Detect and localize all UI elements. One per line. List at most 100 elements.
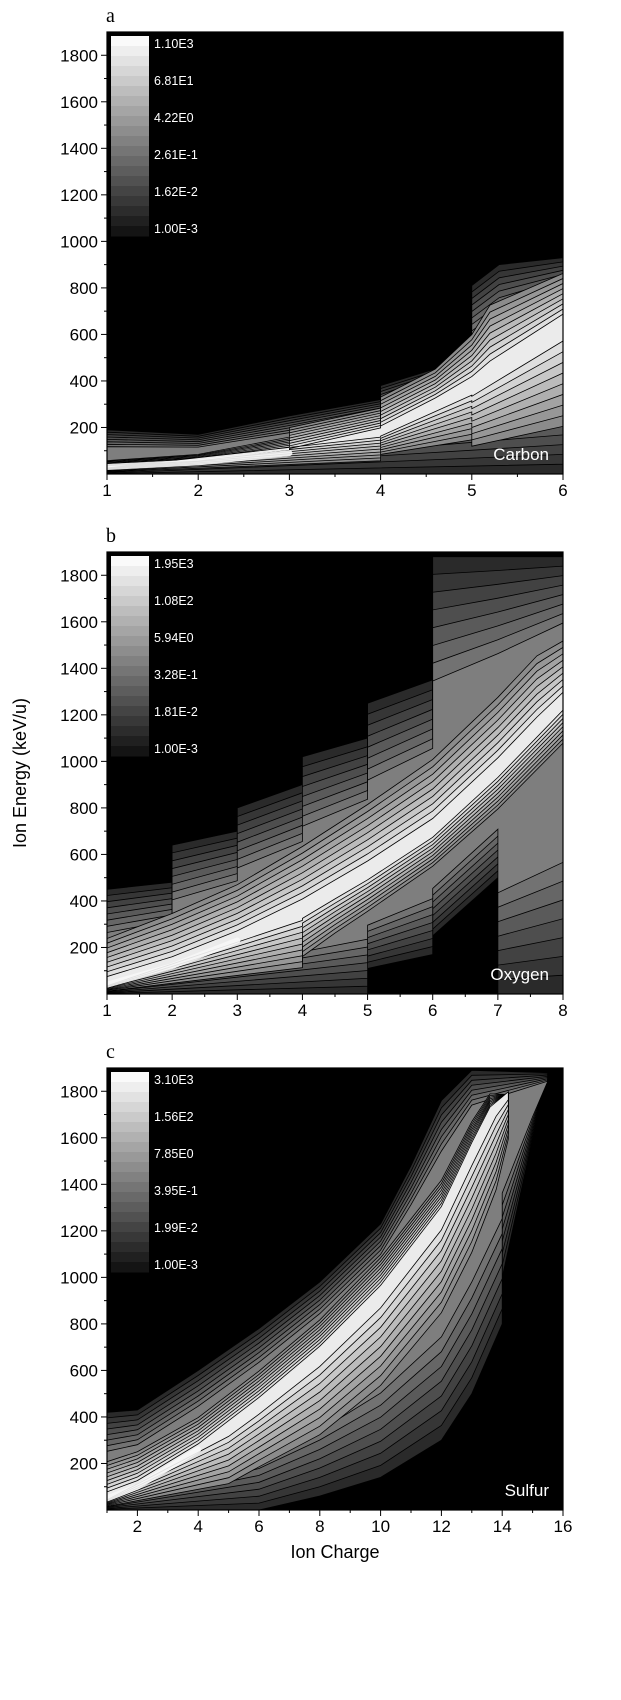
legend-swatch (111, 56, 149, 67)
y-tick-label: 1400 (60, 139, 98, 158)
panel-oxygen: b Oxygen 1.95E3 1.08E2 5.94E0 3.28E-1 1.… (10, 525, 568, 1020)
x-tick-label: 4 (298, 1001, 307, 1020)
element-label-sulfur: Sulfur (505, 1481, 550, 1500)
legend-swatch (111, 186, 149, 197)
legend-swatch (111, 576, 149, 587)
legend-swatch (111, 206, 149, 217)
legend-swatch (111, 126, 149, 137)
x-tick-label: 14 (493, 1517, 512, 1536)
contour-band (107, 1092, 509, 1504)
x-tick-label: 5 (467, 481, 476, 500)
x-tick-label: 6 (254, 1517, 263, 1536)
legend-swatch (111, 66, 149, 77)
contour-band (107, 1091, 509, 1502)
legend-label: 1.62E-2 (154, 185, 198, 199)
y-tick-label: 600 (70, 325, 98, 344)
subplot-label: c (106, 1041, 115, 1063)
panel-carbon: a Carbon 1.10E3 6.81E1 4.22E0 2.61E-1 1.… (60, 5, 568, 500)
contour-band (107, 653, 563, 991)
y-tick-label: 200 (70, 938, 98, 957)
plot-frame (106, 1067, 564, 1511)
legend-labels: 1.10E3 6.81E1 4.22E0 2.61E-1 1.62E-2 1.0… (154, 37, 198, 236)
y-tick-label: 400 (70, 372, 98, 391)
x-tick-label: 5 (363, 1001, 372, 1020)
x-tick-label: 10 (371, 1517, 390, 1536)
legend-label: 1.95E3 (154, 557, 194, 571)
y-tick-label: 800 (70, 799, 98, 818)
legend-label: 3.95E-1 (154, 1184, 198, 1198)
y-tick-label: 800 (70, 1315, 98, 1334)
legend-swatch (111, 676, 149, 687)
y-tick-label: 1000 (60, 1268, 98, 1287)
y-tick-label: 1800 (60, 46, 98, 65)
legend-label: 1.00E-3 (154, 742, 198, 756)
legend-swatch (111, 1152, 149, 1163)
x-tick-label: 6 (558, 481, 567, 500)
legend-swatch (111, 96, 149, 107)
legend-label: 1.99E-2 (154, 1221, 198, 1235)
legend-swatch (111, 716, 149, 727)
y-tick-label: 1200 (60, 186, 98, 205)
x-tick-label: 4 (376, 481, 385, 500)
y-tick-label: 1200 (60, 706, 98, 725)
contour-band (107, 685, 563, 987)
legend-swatch (111, 736, 149, 747)
legend-swatch (111, 1102, 149, 1113)
y-tick-label: 1600 (60, 613, 98, 632)
y-tick-label: 200 (70, 418, 98, 437)
x-tick-label: 1 (102, 481, 111, 500)
x-tick-label: 7 (493, 1001, 502, 1020)
legend-swatch (111, 646, 149, 657)
legend-swatch (111, 1192, 149, 1203)
y-tick-label: 400 (70, 892, 98, 911)
subplot-label: a (106, 5, 115, 27)
legend-swatch (111, 626, 149, 637)
legend-label: 1.00E-3 (154, 1258, 198, 1272)
legend-label: 1.81E-2 (154, 705, 198, 719)
legend-swatch (111, 696, 149, 707)
legend-swatch (111, 86, 149, 97)
legend-label: 6.81E1 (154, 74, 194, 88)
y-tick-label: 1800 (60, 1082, 98, 1101)
element-label-oxygen: Oxygen (490, 965, 549, 984)
contour-band (107, 691, 563, 987)
x-tick-label: 12 (432, 1517, 451, 1536)
contour-area (107, 1069, 549, 1510)
y-tick-label: 1800 (60, 566, 98, 585)
legend-label: 7.85E0 (154, 1147, 194, 1161)
x-tick-label: 2 (193, 481, 202, 500)
element-label-carbon: Carbon (493, 445, 549, 464)
x-tick-label: 3 (233, 1001, 242, 1020)
contour-band (107, 1092, 509, 1503)
x-tick-label: 2 (167, 1001, 176, 1020)
legend-swatch (111, 106, 149, 117)
x-tick-label: 6 (428, 1001, 437, 1020)
legend-swatch (111, 76, 149, 87)
legend-swatch (111, 1122, 149, 1133)
legend-swatch (111, 1172, 149, 1183)
legend-swatch (111, 136, 149, 147)
legend-swatch (111, 1242, 149, 1253)
legend-swatch (111, 1112, 149, 1123)
contour-band (107, 1091, 509, 1502)
legend-swatch (111, 146, 149, 157)
contour-area (107, 556, 563, 994)
legend-swatch (111, 1072, 149, 1083)
ridge-peak (107, 1446, 202, 1502)
panel-sulfur: c Sulfur 3.10E3 1.56E2 7.85E0 3.95E-1 1.… (60, 1041, 572, 1562)
legend-swatch (111, 1232, 149, 1243)
legend-swatch (111, 176, 149, 187)
legend-label: 1.56E2 (154, 1110, 194, 1124)
legend-swatch (111, 706, 149, 717)
y-tick-label: 1600 (60, 1129, 98, 1148)
legend-swatch (111, 196, 149, 207)
legend-swatch (111, 36, 149, 47)
legend-swatch (111, 1182, 149, 1193)
y-tick-label: 1200 (60, 1222, 98, 1241)
legend-swatch (111, 216, 149, 227)
y-tick-label: 1000 (60, 752, 98, 771)
contour-band (107, 288, 563, 471)
legend-swatch (111, 46, 149, 57)
legend-swatch (111, 1212, 149, 1223)
